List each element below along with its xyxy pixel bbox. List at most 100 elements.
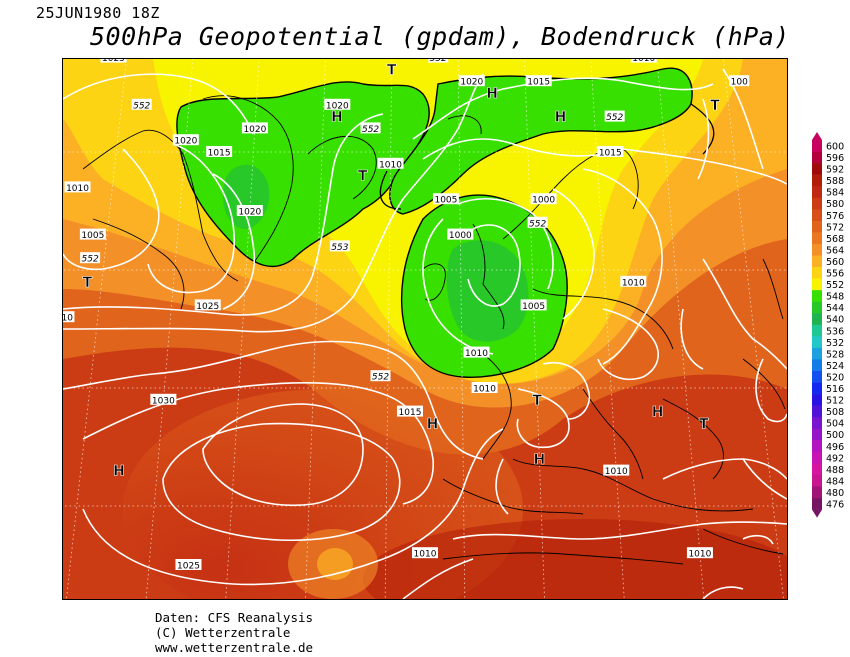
legend-label-532: 532 xyxy=(826,338,844,349)
legend-label-488: 488 xyxy=(826,465,844,476)
legend-label-548: 548 xyxy=(826,292,844,303)
legend-label-588: 588 xyxy=(826,176,844,187)
credits: Daten: CFS Reanalysis (C) Wetterzentrale… xyxy=(155,610,313,655)
isobar-label: 1020 xyxy=(174,137,197,147)
legend-label-500: 500 xyxy=(826,430,844,441)
isobar-label-box xyxy=(525,75,552,87)
isobar-label: 1030 xyxy=(152,396,175,406)
legend-label-492: 492 xyxy=(826,453,844,464)
legend-swatch-476 xyxy=(812,498,822,510)
legend-swatch-488 xyxy=(812,463,822,476)
longitude-line xyxy=(225,59,260,599)
legend-label-524: 524 xyxy=(826,361,844,372)
legend-under-arrow xyxy=(812,509,822,518)
isobar-label: 1015 xyxy=(527,78,550,88)
legend-swatch-580 xyxy=(812,197,822,210)
legend-swatch-584 xyxy=(812,186,822,199)
isobar-label: 1010 xyxy=(66,184,89,194)
isobar-label-box xyxy=(471,382,498,393)
legend-label-496: 496 xyxy=(826,442,844,453)
legend-swatch-556 xyxy=(812,267,822,279)
legend-label-572: 572 xyxy=(826,222,844,233)
isobars xyxy=(63,68,787,599)
legend-label-476: 476 xyxy=(826,500,844,511)
isobar-label-box xyxy=(729,75,750,87)
graticule xyxy=(63,59,787,599)
credits-website[interactable]: www.wetterzentrale.de xyxy=(155,640,314,655)
isobar-label-box xyxy=(172,134,199,146)
isobar-label-box xyxy=(597,146,624,157)
high-core-sahara xyxy=(363,519,787,599)
weather-map: 1005 1025 1015 1010 1000 1010 1005 1020 1015 1020… xyxy=(62,58,788,600)
longitude-line xyxy=(145,59,194,599)
legend-swatch-568 xyxy=(812,232,822,245)
isobar-label-box xyxy=(100,59,127,63)
isobar-label: 1020 xyxy=(243,125,266,135)
legend-swatch-588 xyxy=(812,174,822,187)
isobar-label-box xyxy=(194,299,221,311)
height-label-box xyxy=(428,59,449,63)
isobar-label: 1010 xyxy=(379,160,402,170)
high-pressure-marker: H xyxy=(331,110,343,126)
isobar-label: 1025 xyxy=(196,302,219,312)
legend-swatch-484 xyxy=(812,474,822,487)
height-label: 552 xyxy=(606,113,623,123)
legend-label-528: 528 xyxy=(826,349,844,360)
legend-swatch-572 xyxy=(812,220,822,233)
isobar-label: 1000 xyxy=(532,196,555,206)
isobar-label: 1010 xyxy=(688,550,711,560)
isobar-label-box xyxy=(236,205,263,216)
isobar-label: 1020 xyxy=(238,208,261,218)
isobar-label: 1010 xyxy=(632,59,655,64)
isobar-label-box xyxy=(447,228,474,240)
low-pressure-marker: T xyxy=(710,98,720,114)
height-label: 552 xyxy=(82,255,99,265)
isobar-label: 1010 xyxy=(414,550,437,560)
height-label: 552 xyxy=(133,101,150,111)
isobar-label-box xyxy=(175,559,202,570)
legend-label-592: 592 xyxy=(826,165,844,176)
color-legend: 600 596 592 588 584 580 576 572 568 564 560 556 552 5… xyxy=(812,132,850,527)
isobar-label-box xyxy=(241,122,268,134)
legend-swatch-592 xyxy=(812,163,822,175)
isobar-label: 1025 xyxy=(177,562,200,572)
height-label-box xyxy=(329,240,350,252)
height-label-box xyxy=(527,216,548,228)
low-pressure-marker: T xyxy=(358,169,368,185)
legend-label-560: 560 xyxy=(826,257,844,268)
legend-swatch-540 xyxy=(812,313,822,326)
high-pressure-marker: H xyxy=(652,405,664,421)
legend-label-544: 544 xyxy=(826,303,844,314)
isobar-label-box xyxy=(432,193,459,205)
isobar-label-box xyxy=(63,311,75,323)
legend-label-568: 568 xyxy=(826,234,844,245)
legend-swatch-500 xyxy=(812,428,822,441)
legend-swatch-552 xyxy=(812,278,822,291)
isobar-label-box xyxy=(79,228,106,240)
isobar-label: 1005 xyxy=(81,231,104,241)
legend-label-552: 552 xyxy=(826,280,844,291)
height-label: 552 xyxy=(362,125,379,135)
height-label: 552 xyxy=(372,373,389,383)
legend-swatch-532 xyxy=(812,336,822,349)
height-label-box xyxy=(360,122,381,134)
coastlines xyxy=(82,95,786,565)
isobar-label: 1025 xyxy=(102,59,125,64)
isobar-label-box xyxy=(620,275,647,287)
isobar-label-box xyxy=(412,547,438,559)
low-pressure-marker: T xyxy=(83,275,93,291)
legend-label-596: 596 xyxy=(826,153,844,164)
high-pressure-marker: H xyxy=(113,464,125,480)
legend-swatch-480 xyxy=(812,486,822,499)
legend-over-arrow xyxy=(812,132,822,140)
isobar-label: 1010 xyxy=(63,314,73,324)
chart-title: 500hPa Geopotential (gpdam), Bodendruck … xyxy=(90,22,790,51)
legend-swatch-600 xyxy=(812,140,822,152)
low-pressure-marker: T xyxy=(699,416,709,432)
credits-copyright: (C) Wetterzentrale xyxy=(155,625,291,640)
height-label-box xyxy=(131,98,152,110)
legend-swatch-596 xyxy=(812,151,822,164)
legend-swatch-560 xyxy=(812,255,822,268)
isobar-label: 1015 xyxy=(599,149,622,159)
legend-label-536: 536 xyxy=(826,326,844,337)
